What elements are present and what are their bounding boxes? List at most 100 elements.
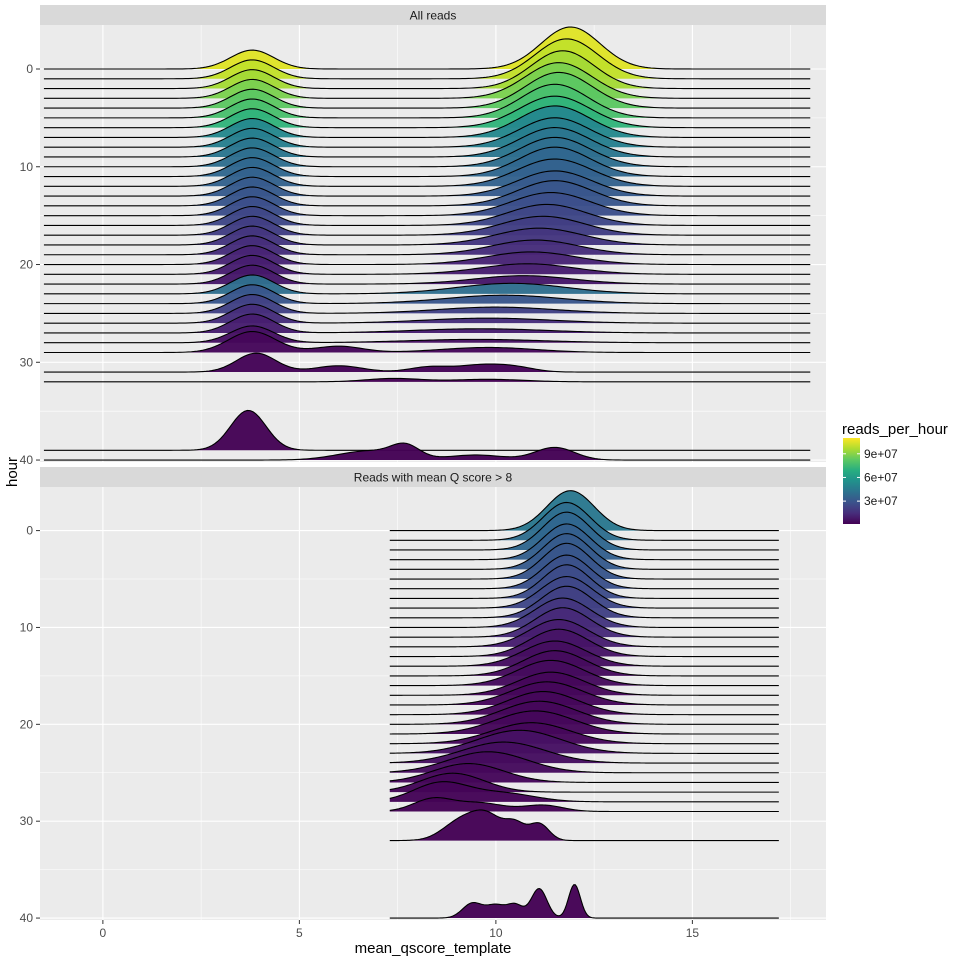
ridge-line-hour-29	[43, 330, 811, 354]
ridge-fill-hour-7	[43, 105, 811, 138]
ridge-line-hour-2	[389, 511, 779, 551]
ridge-fill-hour-14	[43, 180, 811, 206]
ridge-line-hour-17	[389, 671, 779, 696]
y-tick-label: 0	[26, 524, 33, 538]
ridge-line-hour-3	[43, 62, 811, 99]
ridge-line-hour-26	[389, 763, 779, 783]
ridge-line-hour-1	[389, 501, 779, 541]
ridges-all-reads	[43, 26, 811, 461]
ridge-line-hour-19	[389, 690, 779, 716]
ridge-fill-hour-10	[43, 137, 811, 167]
ridge-line-hour-31	[43, 352, 811, 373]
strip-all-reads	[40, 5, 826, 25]
ridge-line-hour-20	[389, 700, 779, 725]
ridge-fill-hour-11	[389, 607, 779, 638]
x-tick-label: 15	[686, 926, 700, 940]
ridge-line-hour-25	[43, 293, 811, 314]
ridge-line-hour-4	[43, 71, 811, 109]
ridge-line-hour-0	[389, 490, 779, 532]
legend-colorbar	[843, 438, 860, 524]
ridge-line-hour-2	[43, 50, 811, 90]
y-tick-label: 0	[26, 62, 33, 76]
ridge-fill-hour-16	[389, 660, 779, 686]
y-tick-label: 40	[20, 453, 34, 467]
ridge-fill-hour-5	[43, 84, 811, 118]
ridge-fill-hour-5	[389, 543, 779, 580]
legend-title: reads_per_hour	[842, 421, 948, 438]
ridge-line-hour-23	[43, 274, 811, 295]
ridge-fill-hour-40	[389, 884, 779, 919]
ridge-fill-hour-11	[43, 147, 811, 177]
ridge-line-hour-28	[43, 325, 811, 344]
ridge-line-hour-24	[43, 284, 811, 305]
ridge-line-hour-10	[389, 597, 779, 629]
x-tick-label: 10	[489, 926, 503, 940]
ridge-fill-hour-6	[389, 555, 779, 589]
ridge-line-hour-5	[43, 83, 811, 119]
ridge-fill-hour-31	[43, 353, 811, 373]
y-axis-all-reads: 0 10 20 30 40	[20, 62, 40, 467]
ridge-line-hour-9	[43, 127, 811, 158]
ridge-fill-hour-17	[389, 672, 779, 696]
strip-title-q-filtered: Reads with mean Q score > 8	[354, 471, 513, 485]
x-axis: 0 5 10 15	[100, 920, 700, 940]
ridge-line-hour-0	[43, 26, 811, 70]
ridge-line-hour-10	[43, 136, 811, 168]
ridge-fill-hour-13	[389, 629, 779, 657]
ridge-line-hour-8	[43, 117, 811, 148]
ridge-line-hour-3	[389, 523, 779, 561]
ridge-fill-hour-4	[43, 72, 811, 109]
legend: reads_per_hour 9e+07 6e+07 3e+07	[842, 421, 948, 524]
ridge-line-hour-4	[389, 533, 779, 570]
ridge-line-hour-13	[43, 170, 811, 197]
ridge-line-hour-8	[389, 576, 779, 609]
legend-label: 3e+07	[864, 494, 898, 508]
ridge-fill-hour-29	[389, 797, 779, 812]
ridge-fill-hour-9	[43, 127, 811, 157]
ridge-line-hour-39	[43, 409, 811, 451]
ridge-line-hour-18	[389, 681, 779, 706]
legend-label: 6e+07	[864, 470, 898, 484]
ridge-fill-hour-32	[389, 809, 779, 841]
ridge-fill-hour-2	[43, 50, 811, 89]
ridge-fill-hour-7	[389, 564, 779, 599]
plot-area-all-reads	[40, 25, 826, 462]
ridge-fill-hour-40	[43, 443, 811, 461]
ridge-line-hour-32	[389, 809, 779, 842]
ridge-fill-hour-13	[43, 170, 811, 197]
x-tick-label: 0	[100, 926, 107, 940]
ridge-line-hour-14	[43, 180, 811, 207]
ridge-line-hour-27	[43, 313, 811, 334]
ridge-fill-hour-18	[389, 681, 779, 705]
ridge-line-hour-15	[389, 650, 779, 677]
x-tick-label: 5	[296, 926, 303, 940]
strip-q-filtered	[40, 467, 826, 487]
strip-title-all-reads: All reads	[410, 9, 457, 23]
y-tick-label: 30	[20, 355, 34, 369]
ridge-line-hour-5	[389, 542, 779, 580]
ridge-line-hour-24	[389, 741, 779, 764]
ridge-line-hour-27	[389, 772, 779, 793]
y-axis-title: hour	[4, 457, 21, 487]
ridge-fill-hour-9	[389, 586, 779, 618]
y-tick-label: 10	[20, 160, 34, 174]
ridge-fill-hour-8	[43, 117, 811, 148]
ridge-line-hour-19	[43, 235, 811, 256]
ridge-line-hour-6	[389, 554, 779, 590]
ridge-fill-hour-15	[389, 650, 779, 676]
ridge-line-hour-9	[389, 585, 779, 619]
ridge-line-hour-23	[389, 729, 779, 754]
ridge-fill-hour-12	[43, 159, 811, 187]
ridge-line-hour-21	[43, 254, 811, 275]
ridge-fill-hour-14	[389, 641, 779, 667]
panel-q-filtered: Reads with mean Q score > 8 0 10 20 30 40	[4, 467, 826, 925]
legend-label: 9e+07	[864, 447, 898, 461]
y-tick-label: 20	[20, 717, 34, 731]
y-tick-label: 20	[20, 258, 34, 272]
y-axis-q-filtered: 0 10 20 30 40	[20, 524, 40, 925]
ridge-fill-hour-15	[43, 192, 811, 216]
ridge-fill-hour-21	[389, 710, 779, 735]
ridge-line-hour-7	[43, 105, 811, 138]
ridge-line-hour-12	[389, 618, 779, 648]
